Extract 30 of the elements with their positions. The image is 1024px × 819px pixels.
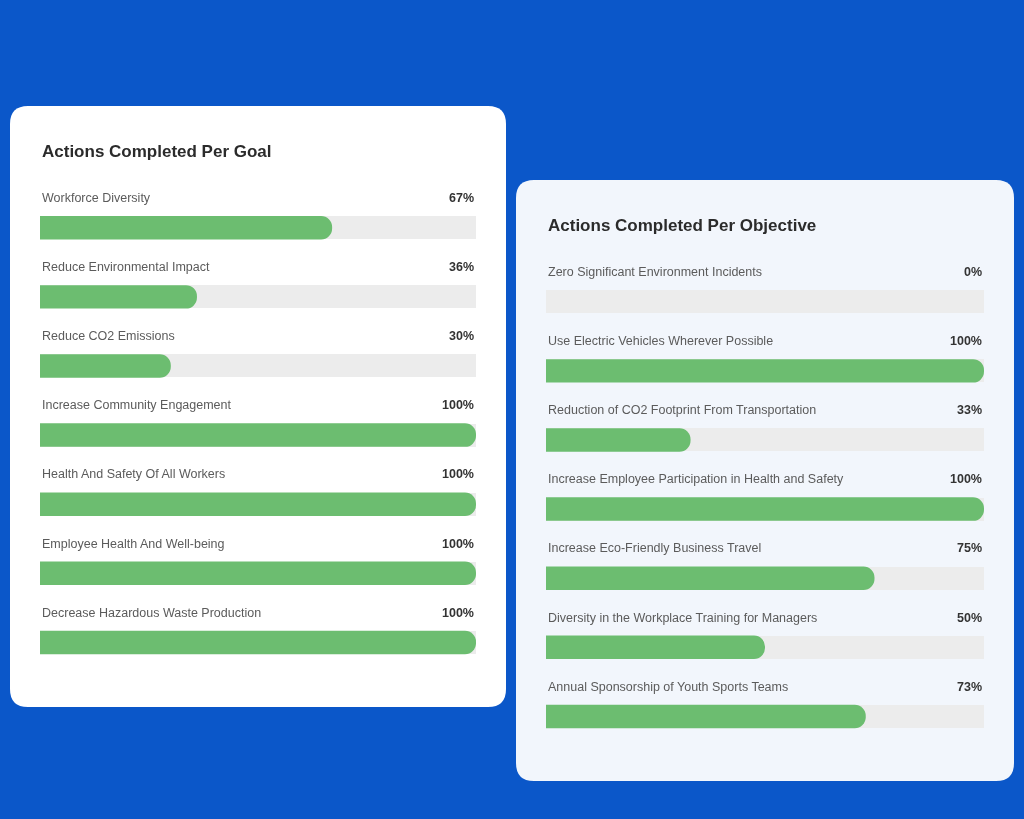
data-label: 75%	[957, 541, 983, 555]
y-tick-label: Reduce Environmental Impact	[42, 260, 210, 274]
y-tick-label: Zero Significant Environment Incidents	[548, 265, 762, 279]
y-tick-label: Increase Employee Participation in Health and Safety	[548, 472, 845, 486]
data-label: 100%	[442, 398, 474, 412]
data-label: 100%	[950, 472, 982, 486]
y-tick-label: Workforce Diversity	[42, 191, 151, 205]
y-tick-label: Diversity in the Workplace Training for Managers	[548, 611, 818, 625]
data-label: 50%	[957, 611, 983, 625]
data-label: 36%	[449, 260, 475, 274]
data-label: 100%	[950, 334, 982, 348]
data-label: 0%	[964, 265, 983, 279]
y-tick-label: Increase Eco-Friendly Business Travel	[548, 541, 762, 555]
data-label: 100%	[442, 537, 474, 551]
y-tick-label: Reduce CO2 Emissions	[42, 329, 175, 343]
y-tick-label: Reduction of CO2 Footprint From Transportation	[548, 403, 817, 417]
y-tick-label: Decrease Hazardous Waste Production	[42, 606, 262, 620]
y-tick-label: Increase Community Engagement	[42, 398, 232, 412]
data-label: 73%	[957, 680, 983, 694]
data-label: 100%	[442, 606, 474, 620]
y-tick-label: Annual Sponsorship of Youth Sports Teams	[548, 680, 789, 694]
chart-title: Actions Completed Per Goal	[42, 142, 272, 161]
data-label: 67%	[449, 191, 475, 205]
data-label: 30%	[449, 329, 475, 343]
data-label: 100%	[442, 467, 474, 481]
data-label: 33%	[957, 403, 983, 417]
y-tick-label: Health And Safety Of All Workers	[42, 467, 226, 481]
chart-title: Actions Completed Per Objective	[548, 216, 817, 235]
y-tick-label: Employee Health And Well-being	[42, 537, 225, 551]
y-tick-label: Use Electric Vehicles Wherever Possible	[548, 334, 774, 348]
